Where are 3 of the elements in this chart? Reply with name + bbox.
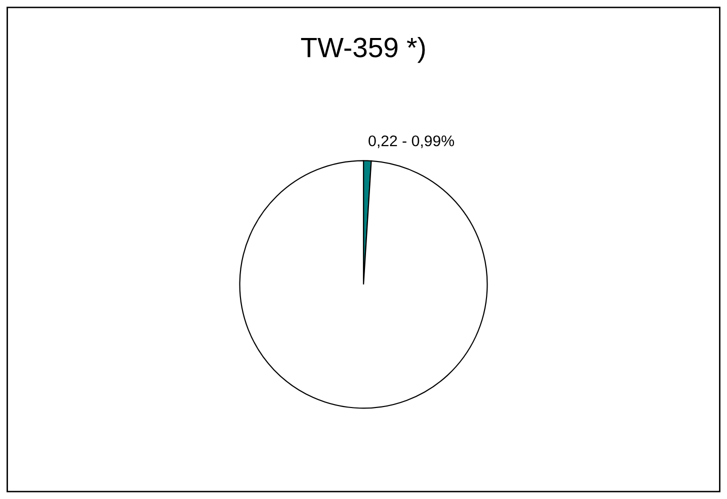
chart-title: TW-359 *) [301,36,425,63]
slice-label: 0,22 - 0,99% [368,135,454,148]
pie-slice [239,160,488,409]
